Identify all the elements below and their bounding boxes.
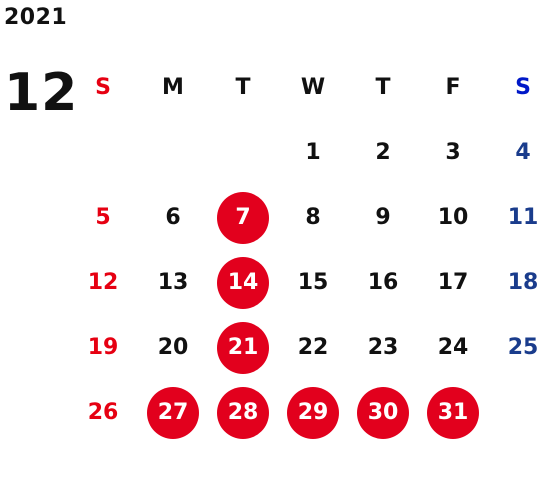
day-cell[interactable]: 8 <box>278 185 348 250</box>
day-cell[interactable]: 3 <box>418 120 488 185</box>
day-cell[interactable]: 25 <box>488 315 548 380</box>
day-number: 30 <box>367 400 399 425</box>
day-number: 13 <box>157 270 189 295</box>
month-number: 12 <box>4 63 79 123</box>
day-number: 26 <box>87 400 119 425</box>
day-cell[interactable]: 29 <box>278 380 348 445</box>
day-cell[interactable]: 10 <box>418 185 488 250</box>
day-number: 15 <box>297 270 329 295</box>
empty-day-cell <box>138 120 208 185</box>
day-cell[interactable]: 15 <box>278 250 348 315</box>
day-cell[interactable]: 22 <box>278 315 348 380</box>
marked-day-circle: 29 <box>287 386 339 439</box>
day-cell[interactable]: 5 <box>68 185 138 250</box>
day-number: 24 <box>437 335 469 360</box>
marked-day-circle: 27 <box>147 386 199 439</box>
day-number: 19 <box>87 335 119 360</box>
day-number: 5 <box>95 205 111 230</box>
day-cell[interactable]: 17 <box>418 250 488 315</box>
day-cell[interactable]: 11 <box>488 185 548 250</box>
weekday-header: M <box>162 75 184 100</box>
day-number: 17 <box>437 270 469 295</box>
calendar-grid: S M T W T F S 1 2 3 4 5 6 7 8 9 10 11 12 13 14 15 16 17 18 19 20 21… <box>68 55 548 445</box>
day-cell[interactable]: 13 <box>138 250 208 315</box>
day-number: 9 <box>375 205 391 230</box>
day-number: 8 <box>305 205 321 230</box>
day-number: 2 <box>375 140 391 165</box>
day-number: 23 <box>367 335 399 360</box>
weekday-header: W <box>300 75 326 100</box>
weekday-header: T <box>375 75 391 100</box>
day-cell[interactable]: 24 <box>418 315 488 380</box>
marked-day-circle: 28 <box>217 386 269 439</box>
day-cell[interactable]: 31 <box>418 380 488 445</box>
year-label: 2021 <box>4 5 68 30</box>
day-cell[interactable]: 20 <box>138 315 208 380</box>
day-number: 28 <box>227 400 259 425</box>
empty-day-cell <box>68 120 138 185</box>
marked-day-circle: 30 <box>357 386 409 439</box>
day-number: 7 <box>235 205 251 230</box>
day-cell[interactable]: 9 <box>348 185 418 250</box>
day-cell[interactable]: 18 <box>488 250 548 315</box>
day-cell[interactable]: 19 <box>68 315 138 380</box>
marked-day-circle: 14 <box>217 256 269 309</box>
day-cell[interactable]: 30 <box>348 380 418 445</box>
marked-day-circle: 21 <box>217 321 269 374</box>
day-number: 22 <box>297 335 329 360</box>
day-cell[interactable]: 21 <box>208 315 278 380</box>
weekday-header: S <box>515 75 531 100</box>
day-cell[interactable]: 7 <box>208 185 278 250</box>
day-number: 12 <box>87 270 119 295</box>
day-cell[interactable]: 27 <box>138 380 208 445</box>
day-cell[interactable]: 4 <box>488 120 548 185</box>
day-number: 1 <box>305 140 321 165</box>
weekday-header: S <box>95 75 111 100</box>
day-number: 11 <box>507 205 539 230</box>
day-number: 29 <box>297 400 329 425</box>
day-number: 25 <box>507 335 539 360</box>
day-cell[interactable]: 2 <box>348 120 418 185</box>
day-number: 31 <box>437 400 469 425</box>
day-number: 3 <box>445 140 461 165</box>
day-number: 16 <box>367 270 399 295</box>
day-cell[interactable]: 6 <box>138 185 208 250</box>
day-cell[interactable]: 16 <box>348 250 418 315</box>
day-number: 18 <box>507 270 539 295</box>
weekday-header: F <box>445 75 461 100</box>
marked-day-circle: 7 <box>217 191 269 244</box>
day-number: 14 <box>227 270 259 295</box>
day-cell[interactable]: 14 <box>208 250 278 315</box>
marked-day-circle: 31 <box>427 386 479 439</box>
day-number: 6 <box>165 205 181 230</box>
day-number: 27 <box>157 400 189 425</box>
day-number: 4 <box>515 140 531 165</box>
day-cell[interactable]: 1 <box>278 120 348 185</box>
day-number: 20 <box>157 335 189 360</box>
day-number: 21 <box>227 335 259 360</box>
day-cell[interactable]: 28 <box>208 380 278 445</box>
day-number: 10 <box>437 205 469 230</box>
empty-day-cell <box>208 120 278 185</box>
day-cell[interactable]: 26 <box>68 380 138 445</box>
day-cell[interactable]: 12 <box>68 250 138 315</box>
weekday-header: T <box>235 75 251 100</box>
day-cell[interactable]: 23 <box>348 315 418 380</box>
